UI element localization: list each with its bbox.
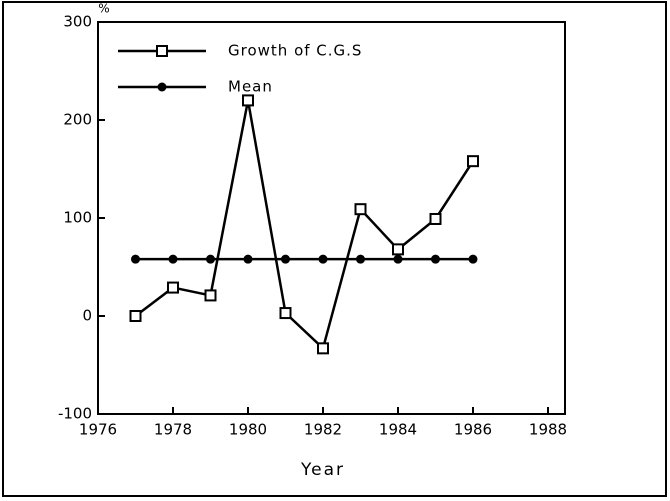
data-point <box>318 254 328 264</box>
data-point <box>281 254 290 264</box>
x-tick-label: 1982 <box>304 421 342 439</box>
x-axis-label: Year <box>300 460 345 480</box>
data-point <box>242 94 254 107</box>
x-tick-label: 1988 <box>529 421 567 439</box>
plot-frame <box>97 21 566 415</box>
data-point <box>317 342 329 355</box>
legend-marker <box>156 45 168 57</box>
x-tick-label: 1978 <box>154 421 192 439</box>
data-point <box>392 243 404 256</box>
data-point <box>468 254 478 264</box>
data-point <box>131 254 140 264</box>
legend-label: Growth of C.G.S <box>228 42 362 60</box>
data-point <box>429 212 442 225</box>
data-point <box>467 155 479 168</box>
legend-label: Mean <box>228 78 273 96</box>
data-point <box>204 289 217 302</box>
x-tick-label: 1976 <box>79 421 117 439</box>
y-tick-label: 100 <box>63 209 92 227</box>
data-point <box>206 254 215 264</box>
data-point <box>243 254 253 264</box>
data-point <box>279 307 292 320</box>
x-tick-label: 1986 <box>454 421 492 439</box>
data-point <box>393 254 403 264</box>
legend-marker <box>157 82 167 92</box>
y-tick-label: 200 <box>63 111 92 129</box>
data-point <box>431 254 440 264</box>
data-point <box>167 281 179 294</box>
y-tick-label: -100 <box>58 405 92 423</box>
data-point <box>168 254 178 264</box>
y-axis-label: % <box>98 2 109 16</box>
data-point <box>129 310 142 322</box>
series-line <box>134 100 475 351</box>
y-tick-label: 0 <box>82 307 92 325</box>
y-tick-label: 300 <box>63 13 92 31</box>
x-tick-label: 1980 <box>229 421 267 439</box>
x-tick-label: 1984 <box>379 421 417 439</box>
data-point <box>354 203 367 216</box>
data-point <box>356 254 365 264</box>
